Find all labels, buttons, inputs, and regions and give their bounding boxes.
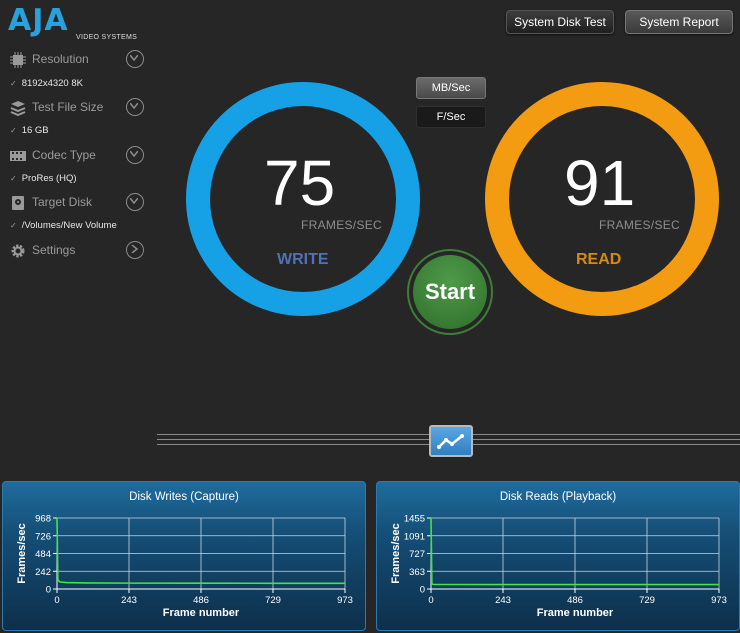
check-icon: ✓	[10, 79, 17, 88]
chevron-down-icon[interactable]	[126, 50, 144, 68]
x-tick-label: 973	[711, 595, 727, 606]
check-icon: ✓	[10, 174, 17, 183]
resolution-value: ✓ 8192x4320 8K	[10, 78, 83, 89]
read-value: 91	[564, 147, 636, 219]
chevron-down-icon[interactable]	[126, 193, 144, 211]
y-tick-label: 727	[409, 549, 425, 560]
f-sec-toggle[interactable]: F/Sec	[416, 106, 486, 128]
y-tick-label: 0	[46, 585, 51, 596]
gear-icon	[10, 243, 26, 259]
stack-icon	[10, 100, 26, 117]
sidebar-item-settings[interactable]: Settings	[8, 240, 148, 262]
sidebar-item-label: Settings	[32, 243, 76, 257]
chart-title: Disk Writes (Capture)	[129, 491, 239, 503]
y-tick-label: 242	[35, 567, 51, 578]
y-tick-label: 1455	[404, 514, 425, 525]
target-disk-value: ✓/Volumes/New Volume	[10, 220, 117, 231]
sidebar-item-resolution[interactable]: Resolution	[8, 49, 148, 71]
chevron-down-icon[interactable]	[126, 98, 144, 116]
write-unit: FRAMES/SEC	[301, 218, 383, 232]
series-line	[56, 517, 345, 585]
start-button-halo	[407, 249, 493, 335]
x-tick-label: 729	[639, 595, 655, 606]
y-tick-label: 484	[35, 549, 51, 560]
logo-subtitle: VIDEO SYSTEMS	[76, 34, 138, 41]
chevron-down-icon[interactable]	[126, 146, 144, 164]
x-axis-label: Frame number	[537, 607, 614, 619]
sidebar-item-label: Codec Type	[32, 148, 96, 162]
disk-writes-chart: 968 726 484 242 00 243 486 729 973 Frame number Fr…	[16, 514, 353, 620]
system-disk-test-button[interactable]: System Disk Test	[506, 10, 614, 34]
y-tick-label: 363	[409, 567, 425, 578]
x-tick-label: 243	[495, 595, 511, 606]
write-label: WRITE	[277, 251, 329, 268]
y-axis-label: Frames/sec	[16, 523, 28, 584]
chip-icon	[10, 52, 26, 68]
x-tick-label: 486	[193, 595, 209, 606]
sidebar-item-label: Target Disk	[32, 195, 93, 209]
x-tick-label: 486	[567, 595, 583, 606]
y-tick-label: 968	[35, 514, 51, 525]
sidebar-item-label: Test File Size	[32, 100, 104, 114]
y-tick-label: 1091	[404, 531, 425, 542]
x-tick-label: 973	[337, 595, 353, 606]
start-button[interactable]: Start	[413, 255, 487, 329]
sidebar-item-test-file-size[interactable]: Test File Size	[8, 97, 148, 119]
chevron-right-icon[interactable]	[126, 241, 144, 259]
y-tick-label: 0	[420, 585, 425, 596]
film-icon	[10, 148, 26, 164]
write-value: 75	[264, 147, 336, 219]
x-tick-label: 729	[265, 595, 281, 606]
sidebar-item-label: Resolution	[32, 52, 89, 66]
disk-reads-chart: 1455 1091 727 363 00 243 486 729 973 Frame number…	[390, 514, 727, 620]
line-graph-icon	[437, 434, 464, 449]
sidebar-item-target-disk[interactable]: Target Disk	[8, 192, 148, 214]
graph-toggle-button[interactable]	[429, 425, 473, 457]
test-file-size-value: ✓ 16 GB	[10, 125, 49, 136]
x-tick-label: 0	[428, 595, 433, 606]
aja-logo: AJA VIDEO SYSTEMS	[8, 4, 138, 42]
disk-writes-panel: Disk Writes (Capture) 968 726 484 242 0 0 243 4…	[2, 481, 366, 631]
x-tick-label: 243	[121, 595, 137, 606]
mb-sec-toggle[interactable]: MB/Sec	[416, 77, 486, 99]
check-icon: ✓	[10, 221, 17, 230]
check-icon: ✓	[10, 126, 17, 135]
y-tick-label: 726	[35, 531, 51, 542]
disk-reads-panel: Disk Reads (Playback) 1455 1091 727 363 0 0 24…	[376, 481, 740, 631]
sidebar-item-codec-type[interactable]: Codec Type	[8, 145, 148, 167]
x-axis-label: Frame number	[163, 607, 240, 619]
logo-text: AJA	[8, 3, 69, 38]
system-report-button[interactable]: System Report	[625, 10, 733, 34]
y-axis-label: Frames/sec	[390, 523, 402, 584]
chart-title: Disk Reads (Playback)	[499, 491, 617, 503]
series-line	[430, 517, 719, 586]
read-label: READ	[576, 251, 622, 268]
x-tick-label: 0	[54, 595, 59, 606]
read-unit: FRAMES/SEC	[599, 218, 681, 232]
codec-type-value: ✓ ProRes (HQ)	[10, 173, 77, 184]
disk-icon	[10, 195, 26, 211]
